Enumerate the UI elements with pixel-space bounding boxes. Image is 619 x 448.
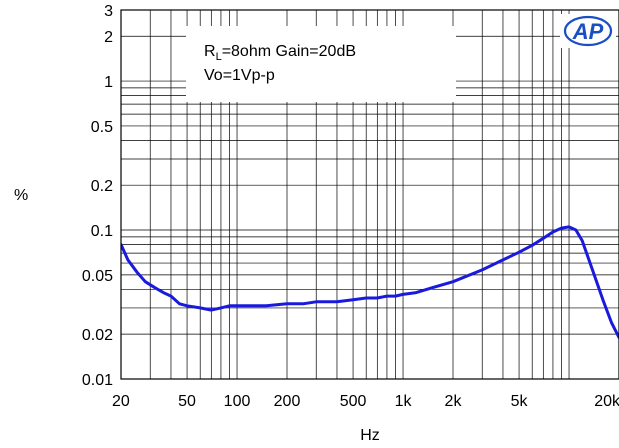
- y-axis-label: %: [14, 187, 28, 204]
- x-tick-label: 50: [178, 393, 196, 410]
- x-tick-labels: 20 50 100 200 500 1k 2k 5k 20k: [112, 393, 619, 410]
- logo-background: [560, 14, 616, 48]
- x-tick-label: 500: [340, 393, 367, 410]
- annotation-line: Vo=1Vp-p: [204, 67, 275, 84]
- y-tick-label: 0.5: [91, 119, 113, 136]
- series-line: [121, 225, 619, 339]
- x-tick-label: 100: [224, 393, 251, 410]
- annotation-background: [186, 26, 456, 102]
- x-tick-label: 20: [112, 393, 130, 410]
- series-layer: [121, 225, 619, 339]
- y-tick-label: 3: [104, 3, 113, 20]
- ap-logo: AP: [560, 14, 616, 48]
- logo-ring: [563, 15, 613, 47]
- y-tick-label: 0.05: [82, 268, 113, 285]
- x-tick-label: 1k: [395, 393, 413, 410]
- y-tick-label: 0.2: [91, 178, 113, 195]
- x-axis-label: Hz: [360, 427, 380, 444]
- y-tick-label: 1: [104, 74, 113, 91]
- x-tick-label: 5k: [511, 393, 529, 410]
- annotation-box: RL=8ohm Gain=20dB Vo=1Vp-p: [186, 26, 456, 102]
- x-tick-label: 200: [274, 393, 301, 410]
- annotation-line: RL=8ohm Gain=20dB: [204, 43, 356, 63]
- y-tick-labels: 0.01 0.02 0.05 0.1 0.2 0.5 1 2 3: [82, 3, 113, 389]
- y-tick-label: 0.01: [82, 372, 113, 389]
- y-tick-label: 0.02: [82, 327, 113, 344]
- y-tick-label: 2: [104, 29, 113, 46]
- y-tick-label: 0.1: [91, 223, 113, 240]
- x-tick-label: 20k: [594, 393, 619, 410]
- x-tick-label: 2k: [445, 393, 463, 410]
- plot-frame: [120, 9, 619, 380]
- logo-text: AP: [572, 19, 604, 44]
